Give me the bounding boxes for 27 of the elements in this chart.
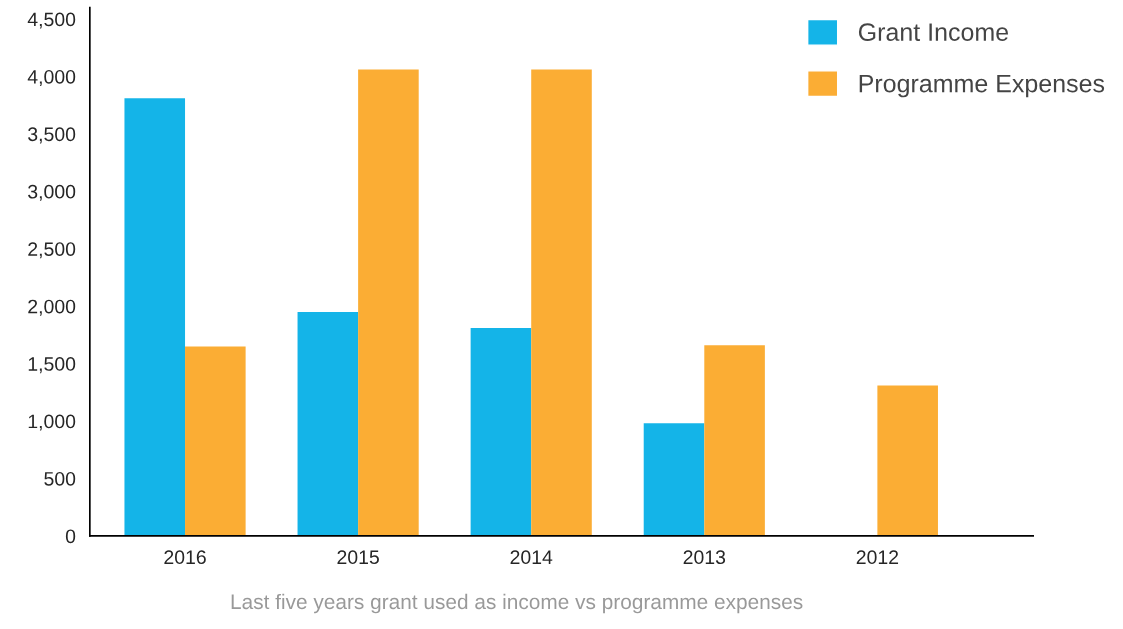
bar (185, 346, 246, 536)
y-tick-label: 1,000 (28, 414, 76, 431)
x-tick-label: 2013 (683, 550, 726, 565)
bar (531, 69, 592, 536)
y-tick-label: 4,500 (27, 12, 76, 29)
y-tick-label: 0 (65, 529, 76, 544)
bar (358, 69, 419, 536)
text: Last five years grant used as income vs programme expenses (231, 593, 803, 614)
legend-label: Programme Expenses (859, 74, 1105, 98)
bar (470, 328, 532, 536)
y-tick-label: 2,000 (28, 299, 76, 316)
bar (704, 345, 765, 536)
bar (124, 98, 186, 536)
legend-label: Grant Income (858, 23, 1009, 41)
y-tick-label: 3,500 (28, 127, 76, 144)
bar (643, 423, 705, 536)
x-tick-label: 2014 (510, 550, 553, 565)
y-tick-label: 4,000 (27, 69, 76, 86)
bar (877, 385, 938, 536)
x-tick-label: 2015 (337, 550, 379, 565)
bar (297, 311, 359, 536)
y-tick-label: 3,000 (28, 184, 76, 201)
y-tick-label: 1,500 (28, 357, 76, 374)
x-tick-label: 2016 (164, 550, 206, 565)
y-tick-label: 2,500 (28, 242, 76, 259)
x-tick-label: 2012 (856, 550, 899, 565)
y-tick-label: 500 (44, 471, 76, 486)
